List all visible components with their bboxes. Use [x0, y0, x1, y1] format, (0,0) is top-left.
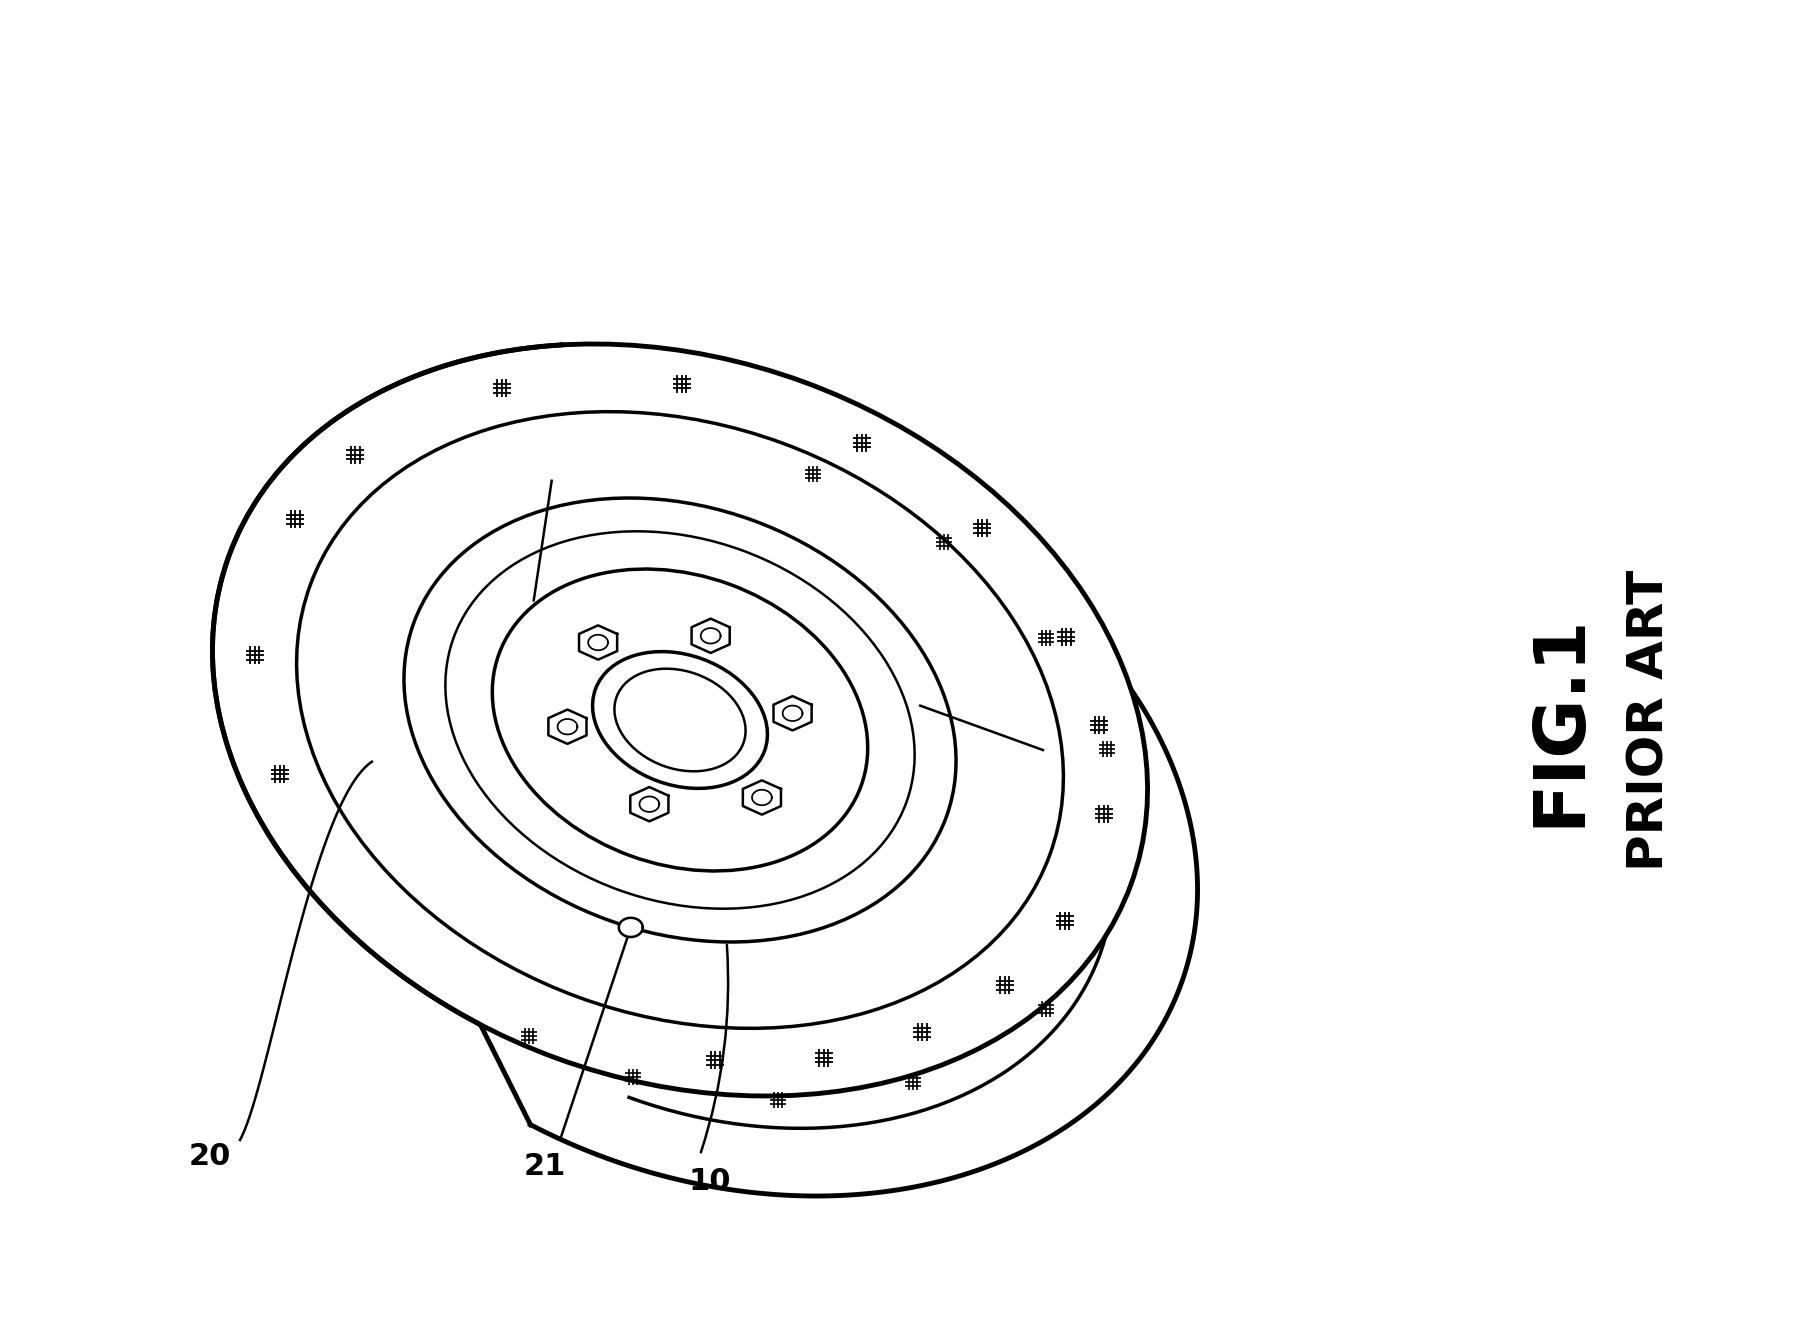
Ellipse shape [614, 669, 745, 772]
Ellipse shape [403, 498, 956, 942]
Polygon shape [752, 789, 772, 805]
Polygon shape [549, 710, 587, 744]
Polygon shape [774, 695, 812, 730]
Text: PRIOR ART: PRIOR ART [1625, 570, 1674, 871]
Polygon shape [630, 787, 668, 821]
Ellipse shape [297, 411, 1064, 1028]
Polygon shape [619, 918, 643, 937]
Ellipse shape [592, 651, 767, 788]
Polygon shape [783, 706, 803, 721]
Ellipse shape [445, 531, 914, 909]
Polygon shape [580, 626, 617, 659]
Polygon shape [481, 344, 1197, 1197]
Ellipse shape [491, 570, 868, 871]
Polygon shape [743, 780, 781, 815]
Polygon shape [589, 635, 608, 650]
Polygon shape [700, 628, 720, 643]
Polygon shape [639, 796, 659, 812]
Ellipse shape [212, 344, 1148, 1096]
Text: 20: 20 [189, 1142, 230, 1171]
Polygon shape [580, 413, 1114, 1128]
Text: 21: 21 [524, 1152, 567, 1181]
Polygon shape [558, 720, 578, 734]
Text: FIG.1: FIG.1 [1526, 614, 1595, 827]
Text: 10: 10 [689, 1167, 731, 1197]
Polygon shape [691, 619, 729, 653]
